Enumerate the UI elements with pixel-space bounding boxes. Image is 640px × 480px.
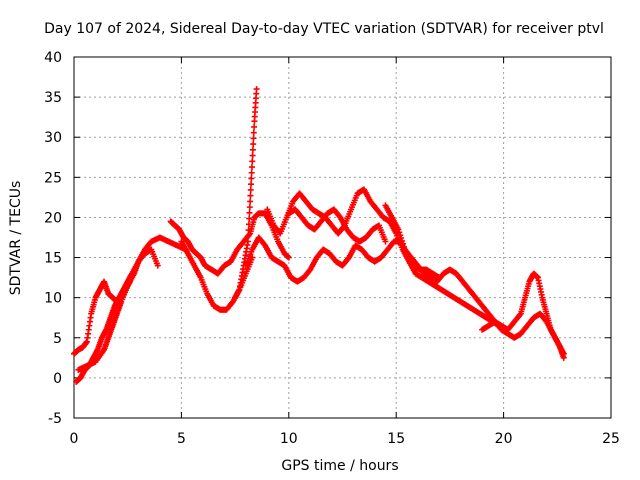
data-point (248, 164, 255, 171)
data-point (246, 204, 253, 211)
y-tick-label: 0 (53, 371, 62, 387)
axis-ticks (73, 56, 612, 419)
x-tick-label: 25 (602, 431, 620, 447)
data-point (250, 135, 257, 142)
y-tick-labels: -5 0 5 10 15 20 25 30 35 40 (44, 50, 62, 427)
data-point (395, 226, 402, 233)
y-tick-label: 40 (44, 50, 62, 66)
data-point (285, 254, 292, 261)
data-point (249, 146, 256, 153)
series-track-c (75, 246, 161, 373)
data-point (245, 227, 252, 234)
x-tick-label: 0 (70, 431, 79, 447)
data-point (253, 86, 260, 93)
data-point (397, 232, 404, 239)
data-point (251, 123, 258, 130)
y-tick-label: 10 (44, 291, 62, 307)
data-point (247, 186, 254, 193)
x-tick-labels: 0 5 10 15 20 25 (70, 431, 620, 447)
data-point (248, 181, 255, 188)
data-point (248, 169, 255, 176)
y-tick-label: 30 (44, 130, 62, 146)
y-tick-label: 35 (44, 90, 62, 106)
data-point (246, 209, 253, 216)
y-tick-label: 15 (44, 251, 62, 267)
data-point (398, 235, 405, 242)
x-tick-label: 15 (387, 431, 405, 447)
data-point (246, 215, 253, 222)
chart-title: Day 107 of 2024, Sidereal Day-to-day VTE… (44, 21, 604, 37)
data-point (247, 198, 254, 205)
data-point (245, 232, 252, 239)
data-point (154, 262, 161, 269)
y-tick-label: 20 (44, 210, 62, 226)
y-tick-label: -5 (48, 411, 62, 427)
data-point (247, 192, 254, 199)
data-point (560, 354, 567, 361)
data-point (250, 129, 257, 136)
y-axis-label: SDTVAR / TECUs (8, 181, 24, 296)
series-track-k (479, 310, 567, 361)
x-tick-label: 10 (280, 431, 298, 447)
data-point (382, 238, 389, 245)
data-point (248, 175, 255, 182)
series-track-i (285, 206, 389, 245)
x-tick-label: 5 (177, 431, 186, 447)
data-point (244, 238, 251, 245)
x-axis-label: GPS time / hours (281, 458, 398, 474)
data-point (245, 221, 252, 228)
data-point (516, 311, 523, 318)
data-point (399, 237, 406, 244)
data-point (399, 240, 406, 247)
data-point (249, 158, 256, 165)
y-tick-label: 25 (44, 170, 62, 186)
data-points (71, 86, 567, 385)
data-point (249, 152, 256, 159)
series-track-h (264, 186, 509, 333)
series-track-j (382, 202, 567, 357)
plot-frame (73, 56, 612, 419)
data-point (396, 229, 403, 236)
x-tick-label: 20 (495, 431, 513, 447)
data-point (400, 243, 407, 250)
data-point (250, 141, 257, 148)
y-tick-label: 5 (53, 331, 62, 347)
